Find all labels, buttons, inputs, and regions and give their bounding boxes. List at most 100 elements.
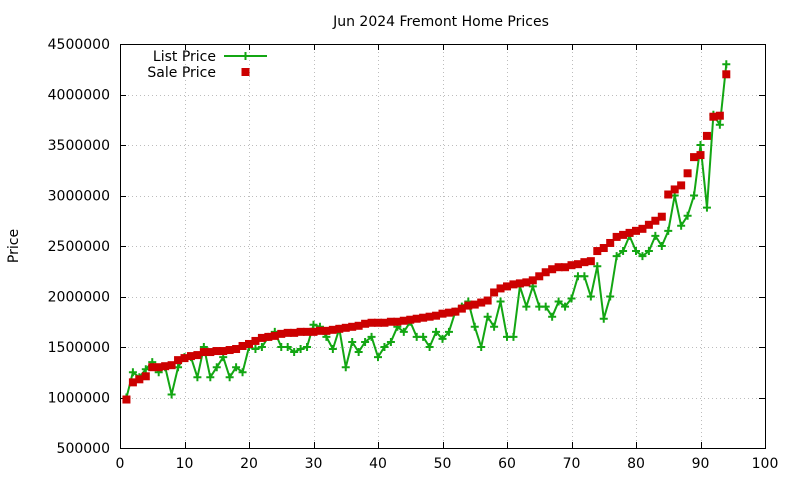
sale-price-marker [496,284,505,293]
sale-price-marker [696,151,705,160]
list-price-marker [644,247,653,256]
sale-price-marker [683,169,692,178]
sale-price-marker [232,345,241,354]
sale-price-marker [464,301,473,310]
y-tick-label: 3500000 [48,138,110,154]
sale-price-marker [128,378,137,387]
x-tick-label: 50 [434,456,452,472]
sale-price-marker [212,347,221,356]
sale-price-marker [657,212,666,221]
sale-price-marker [361,319,370,328]
list-price-marker [477,343,486,351]
list-price-marker [232,363,241,372]
list-price-marker [677,221,686,230]
sale-price-marker [341,323,350,332]
list-price-marker [722,60,731,69]
sale-price-marker [328,325,337,334]
sale-price-marker [670,185,679,194]
sale-price-marker [702,131,711,140]
list-price-marker [206,373,215,382]
list-price-marker [490,322,499,331]
list-price-marker [715,120,724,129]
list-price-marker [599,314,608,323]
sale-price-marker [309,327,318,336]
list-price-marker [483,312,492,321]
list-price-marker [586,292,595,301]
sale-price-marker [580,258,589,267]
sale-price-marker [393,317,402,326]
list-price-marker [309,320,318,329]
list-price-marker [619,247,628,256]
sale-price-marker [251,336,260,345]
x-tick-label: 0 [116,456,125,472]
list-price-marker [257,343,266,351]
list-price-marker [702,203,711,212]
sale-price-marker [651,216,660,225]
sale-price-marker [470,300,479,309]
legend-marker-list-price [241,52,250,60]
list-price-marker [128,368,137,377]
sale-price-marker [515,279,524,288]
list-price-marker [399,327,408,336]
sale-price-marker [425,312,434,321]
sale-price-marker [438,309,447,318]
y-tick-label: 4000000 [48,88,110,104]
list-price-marker [593,262,602,271]
y-tick-label: 4500000 [48,37,110,53]
sale-price-marker [567,261,576,270]
sale-price-marker [167,361,176,370]
sale-price-marker [399,316,408,325]
sale-price-marker [638,224,647,233]
sale-price-marker [419,313,428,322]
list-price-marker [283,343,292,351]
list-price-marker [657,242,666,250]
sale-price-marker [122,395,131,404]
sale-price-marker [548,265,557,274]
sale-price-marker [283,328,292,337]
sale-price-marker [290,328,299,337]
sale-price-marker [412,314,421,323]
x-tick-label: 30 [305,456,323,472]
sale-price-marker [141,372,150,381]
list-price-marker [561,302,570,311]
x-tick-label: 90 [692,456,710,472]
list-price-marker [419,332,428,341]
sale-price-marker [619,230,628,239]
sale-price-marker [135,375,144,384]
sale-price-marker [451,307,460,316]
list-price-marker [522,302,531,311]
x-tick-label: 10 [176,456,194,472]
sale-price-marker [573,260,582,269]
list-price-marker [193,373,202,382]
sale-price-marker [690,153,699,162]
sale-price-marker [406,315,415,324]
list-price-line [125,64,728,398]
list-price-marker [367,332,376,341]
list-price-marker [212,363,221,372]
sale-price-marker [367,318,376,327]
x-tick-label: 70 [563,456,581,472]
list-price-marker [167,390,176,399]
sale-price-marker [238,341,247,350]
list-price-marker [690,191,699,200]
x-tick-label: 60 [498,456,516,472]
list-price-marker [664,226,673,235]
list-price-marker [361,337,370,346]
list-price-marker [432,327,441,336]
list-price-marker [567,294,576,303]
sale-price-marker [586,257,595,266]
sale-price-marker [322,326,331,335]
sale-price-marker [483,296,492,305]
list-price-marker [354,348,363,357]
sale-price-marker [206,348,215,357]
sale-price-marker [348,322,357,331]
list-price-marker [696,141,705,149]
list-price-marker [496,297,505,306]
sale-price-marker [432,311,441,320]
sale-price-marker [245,339,253,348]
sale-price-marker [380,318,389,327]
sale-price-marker [264,332,273,341]
legend-marker-sale-price [241,68,250,76]
sale-price-marker [335,324,344,333]
sale-price-marker [315,326,324,335]
